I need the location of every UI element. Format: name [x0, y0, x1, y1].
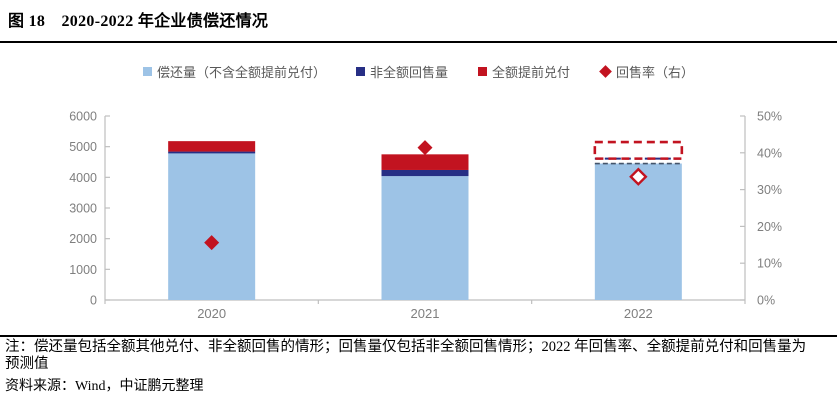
title-divider	[0, 41, 837, 43]
put-rate-marker	[417, 140, 433, 156]
figure-source: 资料来源：Wind，中证鹏元整理	[5, 379, 204, 394]
chart: 0 1000 2000 3000 4000 5000 6000 0% 10% 20% 30% 40% 5…	[69, 110, 782, 322]
bar-segment-2021-0	[381, 176, 469, 300]
legend-label: 偿还量（不含全额提前兑付）	[156, 65, 326, 80]
left-axis-label: 3000	[69, 202, 97, 216]
legend-square-icon	[142, 67, 152, 76]
legend-diamond-icon	[599, 65, 612, 78]
legend-item: 回售率（右）	[599, 62, 695, 81]
left-axis-label: 1000	[69, 263, 97, 277]
legend-square-icon	[478, 67, 487, 76]
right-axis-label: 30%	[757, 183, 782, 197]
right-axis-label: 0%	[757, 294, 775, 308]
bar-segment-2020-2	[168, 141, 256, 152]
bar-segment-2020-1	[168, 151, 256, 154]
bar-segment-2021-1	[381, 169, 469, 177]
legend-label: 回售率（右）	[616, 65, 695, 80]
right-axis-label: 40%	[757, 146, 782, 160]
left-axis-label: 0	[90, 294, 97, 308]
legend-label: 非全额回售量	[369, 65, 448, 80]
put-rate-marker-hollow	[629, 167, 648, 186]
legend-item: 偿还量（不含全额提前兑付）	[142, 62, 326, 81]
figure-title: 图 18 2020-2022 年企业债偿还情况	[8, 13, 269, 30]
left-axis-label: 5000	[69, 140, 97, 154]
put-rate-marker	[204, 235, 220, 251]
note-divider	[0, 335, 837, 337]
legend-square-icon	[355, 67, 365, 76]
right-axis-label: 20%	[757, 220, 782, 234]
forecast-prepay-dashed-box	[593, 140, 684, 160]
legend-item: 非全额回售量	[355, 62, 448, 81]
bar-segment-2020-0	[168, 153, 256, 300]
left-axis-label: 2000	[69, 232, 97, 246]
right-axis-label: 50%	[757, 110, 782, 124]
right-axis-label: 10%	[757, 257, 782, 271]
figure-note: 注：偿还量包括全额其他兑付、非全额回售的情形；回售量仅包括非全额回售情形；202…	[5, 339, 807, 372]
legend-label: 全额提前兑付	[492, 65, 571, 80]
bar-segment-2021-2	[381, 154, 469, 170]
x-axis-label: 2022	[624, 306, 653, 321]
bar-segment-2022-0	[594, 163, 682, 300]
x-axis-label: 2021	[411, 306, 440, 321]
left-axis-label: 6000	[69, 110, 97, 124]
legend: 偿还量（不含全额提前兑付） 非全额回售量 全额提前兑付 回售率（右）	[0, 62, 837, 81]
left-axis-label: 4000	[69, 171, 97, 185]
x-axis-label: 2020	[197, 306, 226, 321]
legend-item: 全额提前兑付	[478, 62, 570, 81]
